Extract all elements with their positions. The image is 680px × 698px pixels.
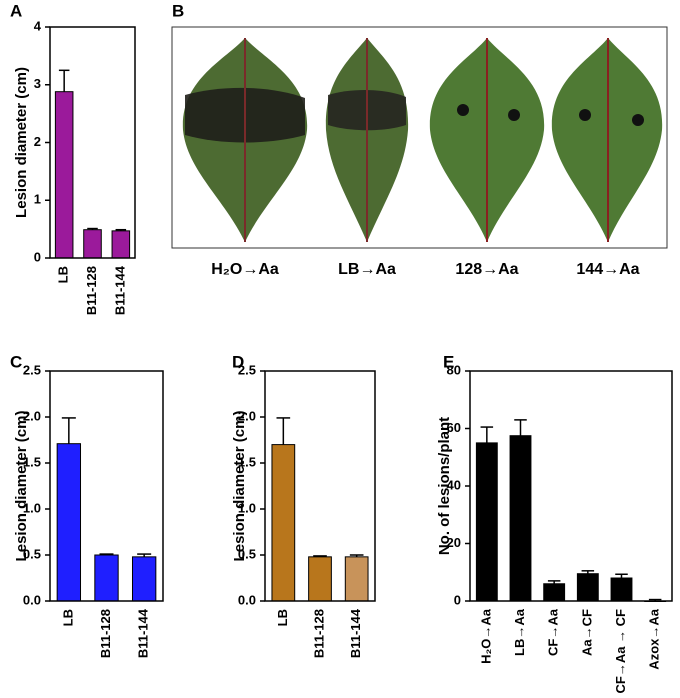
y-tick-label: 0.5 xyxy=(238,546,256,561)
photo-label: LB→Aa xyxy=(338,261,396,278)
y-tick-label: 1.5 xyxy=(238,454,256,469)
bar xyxy=(543,583,566,602)
x-tick-label: B11-128 xyxy=(311,609,326,658)
leaf xyxy=(551,38,663,242)
plot-frame xyxy=(264,370,376,602)
bar xyxy=(576,573,599,602)
bar xyxy=(344,556,369,602)
y-tick-label: 2.5 xyxy=(23,362,41,377)
x-tick-label: LB xyxy=(275,609,290,626)
x-tick-label: B11-128 xyxy=(98,609,113,658)
x-tick-label: Azox→Aa xyxy=(647,608,662,669)
x-tick-label: LB→Aa xyxy=(512,608,527,656)
y-tick-label: 1 xyxy=(34,192,41,207)
x-tick-label: B11-144 xyxy=(112,265,127,315)
y-tick-label: 2 xyxy=(34,134,41,149)
bar xyxy=(56,443,82,602)
panel-label: C xyxy=(10,352,22,371)
photo-label: 144→Aa xyxy=(576,261,639,278)
y-tick-label: 0 xyxy=(34,249,41,264)
bar xyxy=(83,229,102,259)
y-tick-label: 2.0 xyxy=(238,408,256,423)
leaf xyxy=(182,38,308,242)
y-tick-label: 4 xyxy=(34,18,42,33)
photo-label: 128→Aa xyxy=(455,261,518,278)
y-tick-label: 3 xyxy=(34,76,41,91)
y-tick-label: 2.0 xyxy=(23,408,41,423)
y-axis-title: Lesion diameter (cm) xyxy=(13,411,30,562)
y-tick-label: 1.5 xyxy=(23,454,41,469)
bar xyxy=(475,442,498,602)
y-tick-label: 40 xyxy=(447,477,461,492)
plot-frame xyxy=(469,370,673,602)
panel-label: B xyxy=(172,1,184,20)
panel-label: E xyxy=(443,352,454,371)
x-tick-label: LB xyxy=(60,609,75,626)
plot-frame xyxy=(49,26,136,259)
plot-frame xyxy=(49,370,164,602)
x-tick-label: B11-128 xyxy=(84,266,99,315)
panel-label: D xyxy=(232,352,244,371)
y-tick-label: 1.0 xyxy=(23,500,41,515)
y-tick-label: 0.0 xyxy=(23,592,41,607)
y-tick-label: 0.0 xyxy=(238,592,256,607)
x-tick-label: LB xyxy=(56,266,71,283)
panel-label: A xyxy=(10,1,22,20)
x-tick-label: Aa→CF xyxy=(579,609,594,656)
y-tick-label: 2.5 xyxy=(238,362,256,377)
y-tick-label: 80 xyxy=(447,362,461,377)
y-tick-label: 0 xyxy=(454,592,461,607)
x-tick-label: CF→Aa xyxy=(546,608,561,656)
y-tick-label: 20 xyxy=(447,535,461,550)
y-axis-title: No. of lesions/plant xyxy=(436,417,453,555)
bar xyxy=(509,435,532,602)
bar xyxy=(308,556,332,602)
bar xyxy=(131,556,157,602)
leaf xyxy=(429,38,545,242)
y-tick-label: 60 xyxy=(447,420,461,435)
leaf xyxy=(325,38,409,242)
x-tick-label: CF→Aa → CF xyxy=(613,609,628,693)
y-tick-label: 1.0 xyxy=(238,500,256,515)
bar xyxy=(94,554,119,602)
photo-label: H₂O→Aa xyxy=(211,261,279,278)
bar xyxy=(54,91,74,259)
y-tick-label: 0.5 xyxy=(23,546,41,561)
y-axis-title: Lesion diameter (cm) xyxy=(231,411,248,562)
leaf-photos xyxy=(182,38,663,242)
y-axis-title: Lesion diameter (cm) xyxy=(13,67,30,218)
bar xyxy=(610,577,633,602)
x-tick-label: B11-144 xyxy=(136,608,151,658)
bar xyxy=(271,444,296,602)
bar xyxy=(111,230,131,259)
x-tick-label: H₂O→Aa xyxy=(478,608,493,664)
x-tick-label: B11-144 xyxy=(348,608,363,658)
